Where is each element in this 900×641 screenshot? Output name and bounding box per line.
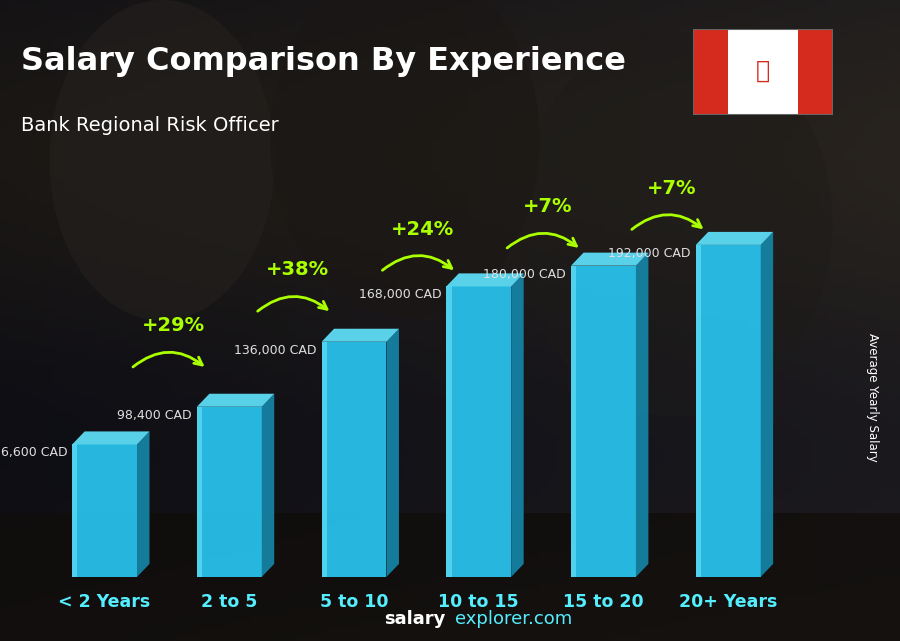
Polygon shape xyxy=(636,253,648,577)
Text: 136,000 CAD: 136,000 CAD xyxy=(234,344,317,356)
Text: +7%: +7% xyxy=(647,179,697,197)
Polygon shape xyxy=(760,232,773,577)
Text: +38%: +38% xyxy=(266,260,329,279)
Text: 180,000 CAD: 180,000 CAD xyxy=(483,267,566,281)
Text: explorer.com: explorer.com xyxy=(454,610,572,628)
Text: +7%: +7% xyxy=(523,197,572,216)
Ellipse shape xyxy=(270,0,540,317)
Bar xyxy=(321,342,386,577)
Text: 98,400 CAD: 98,400 CAD xyxy=(117,408,192,422)
Text: Average Yearly Salary: Average Yearly Salary xyxy=(866,333,878,462)
Bar xyxy=(572,265,636,577)
Bar xyxy=(446,287,511,577)
Text: 192,000 CAD: 192,000 CAD xyxy=(608,247,691,260)
Ellipse shape xyxy=(50,0,274,320)
Bar xyxy=(72,444,137,577)
Bar xyxy=(696,245,701,577)
Text: +24%: +24% xyxy=(391,220,454,238)
Ellipse shape xyxy=(518,32,832,417)
Text: +29%: +29% xyxy=(141,316,205,335)
Text: Bank Regional Risk Officer: Bank Regional Risk Officer xyxy=(21,116,279,135)
Polygon shape xyxy=(72,431,149,444)
Polygon shape xyxy=(386,329,399,577)
Polygon shape xyxy=(262,394,274,577)
Polygon shape xyxy=(511,273,524,577)
Bar xyxy=(572,265,576,577)
Polygon shape xyxy=(572,253,648,265)
Bar xyxy=(197,407,262,577)
Bar xyxy=(321,342,327,577)
Polygon shape xyxy=(696,232,773,245)
Text: 76,600 CAD: 76,600 CAD xyxy=(0,446,68,460)
Text: Salary Comparison By Experience: Salary Comparison By Experience xyxy=(21,46,626,77)
Bar xyxy=(197,407,202,577)
Bar xyxy=(693,29,728,115)
Text: salary: salary xyxy=(384,610,446,628)
Text: 168,000 CAD: 168,000 CAD xyxy=(359,288,441,301)
Text: 🍁: 🍁 xyxy=(756,59,770,83)
Polygon shape xyxy=(446,273,524,287)
Bar xyxy=(797,29,832,115)
Bar xyxy=(696,245,760,577)
Bar xyxy=(0,513,900,641)
Bar xyxy=(72,444,77,577)
Bar xyxy=(446,287,452,577)
Polygon shape xyxy=(197,394,274,407)
Polygon shape xyxy=(137,431,149,577)
Polygon shape xyxy=(321,329,399,342)
